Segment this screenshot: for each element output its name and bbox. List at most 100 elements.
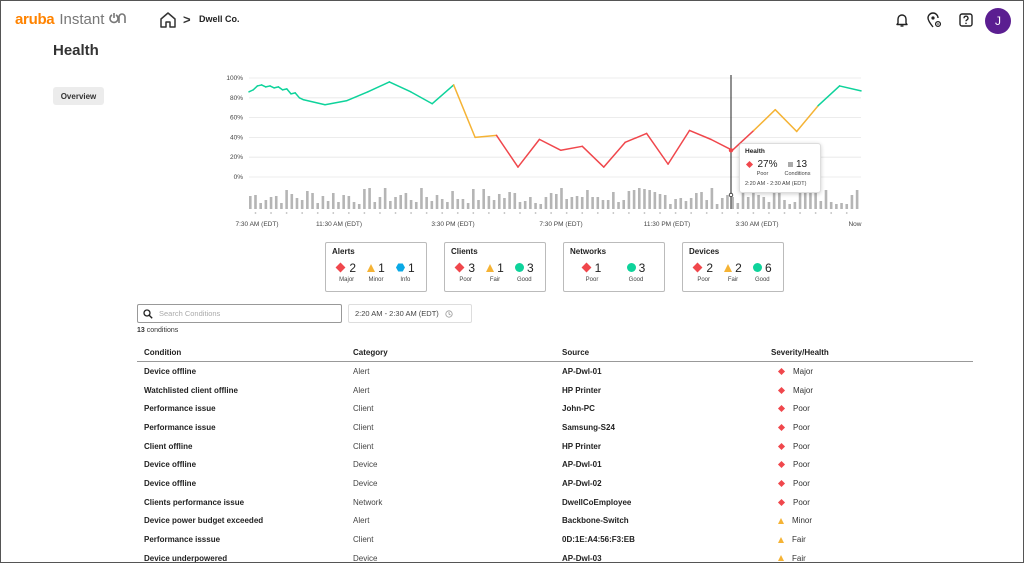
health-line-segment: [367, 81, 391, 93]
summary-card-clients[interactable]: Clients 3 Poor 1 Fair 3 Good: [444, 242, 546, 292]
condition-bar: [736, 203, 740, 209]
table-row[interactable]: Device offline Device AP-Dwl-01 Poor: [137, 455, 973, 474]
condition-cell: Performance isssue: [144, 535, 221, 545]
category-cell: Client: [353, 441, 374, 451]
table-row[interactable]: Device offline Device AP-Dwl-02 Poor: [137, 474, 973, 493]
condition-bar: [658, 194, 662, 209]
table-row[interactable]: Device offline Alert AP-Dwl-01 Major: [137, 362, 973, 381]
table-row[interactable]: Client offline Client HP Printer Poor: [137, 437, 973, 456]
category-cell: Device: [353, 460, 378, 470]
home-icon[interactable]: [159, 11, 177, 29]
category-cell: Client: [353, 404, 374, 414]
diamond-icon: [777, 423, 786, 431]
health-line-segment: [294, 92, 301, 99]
health-line-segment: [286, 88, 292, 95]
condition-bar: [632, 190, 636, 209]
condition-bar: [549, 193, 553, 209]
summary-item[interactable]: 6 Good: [748, 261, 777, 283]
condition-bar: [430, 201, 434, 209]
condition-bar: [793, 202, 797, 209]
summary-item[interactable]: 2 Major: [332, 261, 361, 283]
condition-bar: [466, 203, 470, 209]
summary-item[interactable]: 3 Good: [510, 261, 539, 283]
diamond-icon: [777, 405, 786, 413]
time-range-selector[interactable]: 2:20 AM - 2:30 AM (EDT): [348, 304, 472, 323]
condition-bar: [295, 198, 299, 209]
tooltip-conditions-value: 13: [795, 159, 808, 170]
chart-tooltip: Health 27% Poor 13 Conditions 2:20 AM - …: [739, 143, 821, 193]
condition-bar: [778, 189, 781, 209]
table-row[interactable]: Device underpowered Device AP-Dwl-03 Fair: [137, 549, 973, 562]
table-row[interactable]: Performance isssue Client 0D:1E:A4:56:F3:E…: [137, 530, 973, 549]
summary-item[interactable]: 3 Poor: [451, 261, 480, 283]
summary-item[interactable]: 3 Good: [614, 261, 658, 283]
summary-item[interactable]: 1 Minor: [361, 261, 390, 283]
condition-bar: [280, 203, 283, 209]
summary-item-value: 1: [378, 260, 385, 275]
table-row[interactable]: Performance issue Client John-PC Poor: [137, 399, 973, 418]
location-settings-icon[interactable]: [926, 12, 942, 28]
aruba-instant-on-logo[interactable]: aruba Instant: [15, 11, 127, 28]
user-avatar[interactable]: J: [985, 8, 1011, 34]
help-icon[interactable]: [958, 12, 974, 28]
severity-label: Poor: [793, 497, 810, 507]
top-bar: aruba Instant > Dwell Co. J: [1, 1, 1023, 39]
severity-label: Major: [793, 385, 814, 395]
summary-item-value: 2: [349, 260, 356, 275]
table-row[interactable]: Clients performance issue Network DwellCoE…: [137, 493, 973, 512]
page-title: Health: [53, 42, 99, 59]
column-header-source[interactable]: Source: [562, 348, 590, 357]
search-input[interactable]: [159, 309, 329, 318]
breadcrumb-separator: >: [183, 12, 191, 27]
severity-cell: Poor: [764, 404, 973, 413]
bar-marker: [596, 212, 599, 214]
summary-item-label: Fair: [489, 277, 501, 283]
condition-cell: Client offline: [144, 441, 193, 451]
breadcrumb-site[interactable]: Dwell Co.: [199, 14, 240, 24]
summary-card-networks[interactable]: Networks 1 Poor 3 Good: [563, 242, 665, 292]
summary-card-devices[interactable]: Devices 2 Poor 2 Fair 6 Good: [682, 242, 784, 292]
summary-item[interactable]: 2 Fair: [718, 261, 747, 283]
summary-item-value: 1: [594, 260, 602, 275]
severity-cell: Major: [764, 386, 973, 395]
summary-item-label: Good: [754, 277, 770, 283]
table-header: Condition Category Source Severity/Healt…: [137, 344, 973, 362]
table-row[interactable]: Performance issue Client Samsung-S24 Poor: [137, 418, 973, 437]
bar-marker: [285, 212, 288, 214]
summary-item[interactable]: 2 Poor: [689, 261, 718, 283]
condition-bar: [414, 202, 418, 209]
severity-cell: Poor: [764, 460, 973, 469]
condition-bar: [819, 201, 823, 209]
condition-bar: [508, 192, 511, 209]
summary-item-value: 1: [497, 260, 504, 275]
source-cell: DwellCoEmployee: [562, 497, 632, 507]
condition-bar: [580, 197, 584, 209]
column-header-severity[interactable]: Severity/Health: [771, 348, 829, 357]
condition-bar: [689, 198, 693, 209]
search-box[interactable]: [137, 304, 342, 323]
condition-bar: [337, 202, 340, 209]
condition-bar: [637, 188, 641, 209]
bar-marker: [768, 212, 770, 214]
summary-item[interactable]: 1 Poor: [570, 261, 614, 283]
condition-cell: Performance issue: [144, 422, 216, 432]
summary-card-alerts[interactable]: Alerts 2 Major 1 Minor 1 Info: [325, 242, 427, 292]
table-row[interactable]: Watchlisted client offline Alert HP Printe…: [137, 381, 973, 400]
bar-marker: [410, 212, 412, 214]
table-row[interactable]: Device power budget exceeded Alert Backbon…: [137, 512, 973, 531]
condition-bar: [695, 193, 698, 209]
summary-item[interactable]: 1 Info: [391, 261, 420, 283]
category-cell: Client: [353, 535, 374, 545]
column-header-condition[interactable]: Condition: [144, 348, 182, 357]
summary-item[interactable]: 1 Fair: [480, 261, 509, 283]
condition-bar: [503, 198, 506, 209]
condition-bar: [363, 189, 366, 209]
column-header-category[interactable]: Category: [353, 348, 388, 357]
summary-item-label: Good: [516, 277, 532, 283]
condition-cell: Device offline: [144, 366, 197, 376]
health-line-segment: [538, 138, 562, 152]
y-tick-label: 60%: [230, 115, 243, 122]
bell-icon[interactable]: [894, 12, 910, 28]
chart-cursor-handle[interactable]: [728, 192, 734, 198]
tab-overview[interactable]: Overview: [53, 87, 104, 105]
